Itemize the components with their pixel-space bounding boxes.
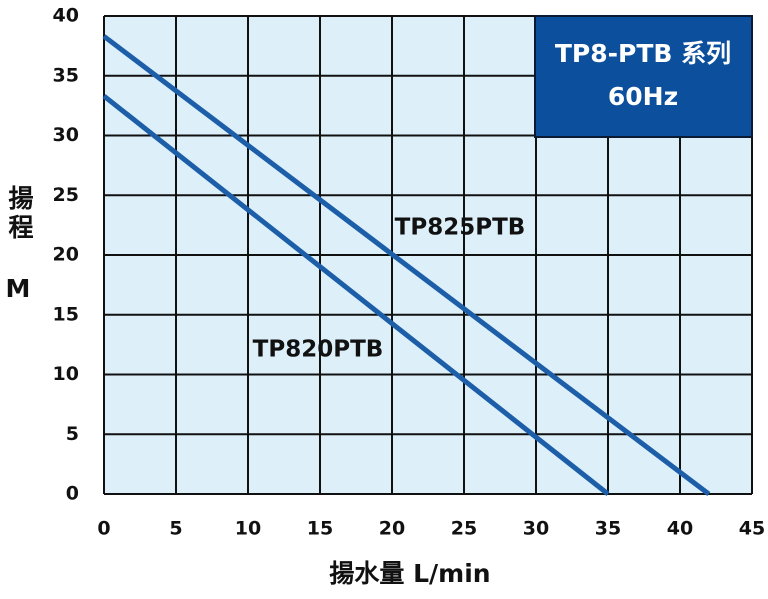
x-tick-label: 20 bbox=[379, 518, 405, 540]
y-tick-label: 15 bbox=[53, 303, 79, 325]
x-tick-label: 5 bbox=[169, 518, 182, 540]
x-tick-label: 30 bbox=[523, 518, 549, 540]
x-tick-label: 45 bbox=[739, 518, 765, 540]
y-tick-label: 10 bbox=[53, 363, 79, 385]
title-box bbox=[534, 15, 753, 138]
y-tick-label: 25 bbox=[53, 184, 79, 206]
chart-title: TP8-PTB 系列 bbox=[555, 39, 731, 68]
y-tick-label: 0 bbox=[66, 483, 79, 505]
x-tick-label: 35 bbox=[595, 518, 621, 540]
x-tick-label: 10 bbox=[235, 518, 261, 540]
series-line bbox=[102, 34, 711, 496]
y-tick-label: 30 bbox=[53, 124, 79, 146]
x-tick-label: 40 bbox=[667, 518, 693, 540]
series-label: TP820PTB bbox=[253, 337, 384, 363]
x-tick-label: 15 bbox=[307, 518, 333, 540]
chart-subtitle: 60Hz bbox=[608, 82, 678, 111]
y-axis-label: 揚程 bbox=[5, 185, 34, 243]
y-tick-label: 40 bbox=[53, 5, 79, 27]
series-label: TP825PTB bbox=[395, 215, 526, 241]
series-line bbox=[102, 94, 610, 496]
x-tick-label: 0 bbox=[97, 518, 110, 540]
y-tick-label: 20 bbox=[53, 244, 79, 266]
y-axis-unit: M bbox=[6, 274, 31, 303]
y-tick-label: 5 bbox=[66, 423, 79, 445]
y-tick-label: 35 bbox=[53, 64, 79, 86]
x-tick-label: 25 bbox=[451, 518, 477, 540]
marks bbox=[102, 34, 711, 496]
x-axis-label: 揚水量 L/min bbox=[329, 559, 490, 588]
